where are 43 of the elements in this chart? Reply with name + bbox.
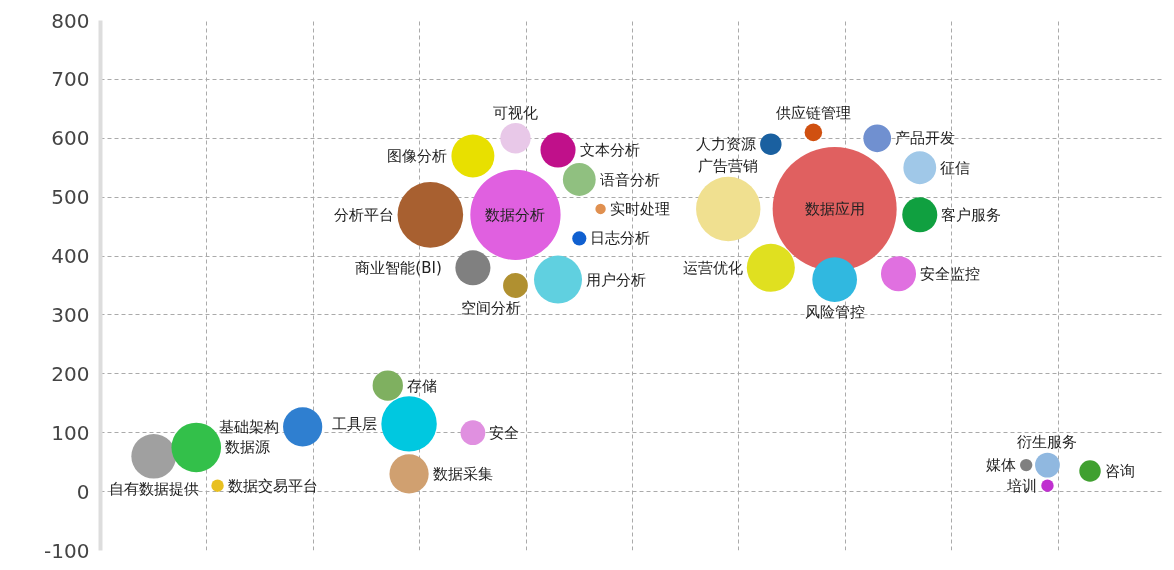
- series-label: 安全监控: [920, 264, 981, 283]
- series-label: 基础架构: [219, 417, 280, 436]
- series-label: 分析平台: [333, 205, 394, 224]
- y-tick-label: 800: [51, 8, 90, 33]
- series-label: 安全: [489, 423, 520, 442]
- series-label: 产品开发: [895, 129, 956, 148]
- series-label: 广告营销: [698, 157, 759, 176]
- series-label: 数据源: [225, 438, 271, 457]
- y-tick-label: 600: [51, 126, 90, 151]
- series-label: 语音分析: [599, 170, 660, 189]
- series-label: 衍生服务: [1017, 433, 1078, 452]
- series-label: 人力资源: [696, 135, 757, 154]
- series-label: 用户分析: [586, 270, 647, 289]
- y-tick-label: 400: [51, 244, 90, 269]
- series-label: 培训: [1006, 476, 1038, 495]
- y-tick-label: 100: [51, 420, 90, 445]
- series-label: 数据分析: [485, 205, 546, 224]
- y-tick-label: -100: [44, 538, 90, 563]
- series-label: 实时处理: [609, 199, 670, 218]
- y-tick-label: 300: [51, 302, 90, 327]
- series-label: 客户服务: [941, 205, 1002, 224]
- series-label: 数据应用: [804, 199, 865, 218]
- series-label: 媒体: [985, 456, 1016, 475]
- series-label: 自有数据提供: [108, 480, 199, 499]
- series-label: 存储: [406, 376, 437, 395]
- series-label: 日志分析: [590, 229, 651, 248]
- series-label: 运营优化: [682, 258, 743, 277]
- series-label: 文本分析: [579, 141, 640, 160]
- series-label: 图像分析: [387, 146, 448, 165]
- series-label: 数据交易平台: [227, 476, 318, 495]
- y-tick-label: 200: [51, 361, 90, 386]
- series-label: 风险管控: [804, 303, 865, 322]
- series-label: 商业智能(BI): [355, 258, 442, 277]
- series-label: 可视化: [492, 103, 538, 122]
- series-label: 工具层: [332, 414, 378, 433]
- series-label: 咨询: [1104, 462, 1135, 480]
- series-label: 供应链管理: [775, 104, 851, 123]
- y-tick-label: 500: [51, 185, 90, 210]
- series-label: 征信: [940, 158, 971, 177]
- y-tick-label: 700: [51, 67, 90, 92]
- series-label: 数据采集: [432, 464, 493, 483]
- series-label: 空间分析: [460, 299, 521, 318]
- y-tick-label: 0: [76, 479, 90, 504]
